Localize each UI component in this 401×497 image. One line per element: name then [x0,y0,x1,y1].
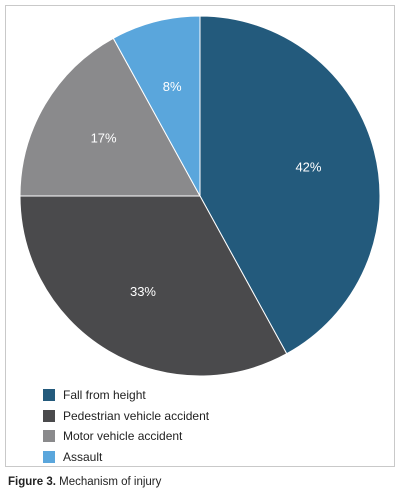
legend-swatch [43,430,55,443]
legend-swatch [43,450,55,463]
figure-title: Mechanism of injury [55,476,162,488]
legend-label: Pedestrian vehicle accident [63,408,210,423]
figure-caption: Figure 3. Mechanism of injury [8,476,161,488]
legend-label: Assault [63,449,103,464]
legend-label: Motor vehicle accident [63,429,183,444]
pie-data-label-pedestrian-vehicle-accident: 33% [130,284,156,299]
pie-slice-fall-from-height [199,15,381,355]
legend-label: Fall from height [63,388,146,403]
legend-swatch [43,409,55,422]
pie-data-labels: 42% 33% 17% 8% [91,79,322,299]
pie-slice-motor-vehicle-accident [19,37,201,197]
legend-item-pedestrian-vehicle-accident: Pedestrian vehicle accident [43,406,209,427]
legend-item-fall-from-height: Fall from height [43,385,209,406]
legend-item-assault: Assault [43,447,209,468]
pie-slice-assault [112,15,201,197]
figure-number: Figure 3. [8,476,56,488]
legend-swatch [43,389,55,402]
legend-item-motor-vehicle-accident: Motor vehicle accident [43,426,209,447]
pie-slices [19,15,381,377]
pie-data-label-assault: 8% [163,79,182,94]
pie-chart: 42% 33% 17% 8% [19,15,381,377]
legend: Fall from height Pedestrian vehicle acci… [43,385,209,467]
pie-slice-pedestrian-vehicle-accident [19,195,288,377]
pie-data-label-motor-vehicle-accident: 17% [91,130,117,145]
pie-data-label-fall-from-height: 42% [295,160,321,175]
